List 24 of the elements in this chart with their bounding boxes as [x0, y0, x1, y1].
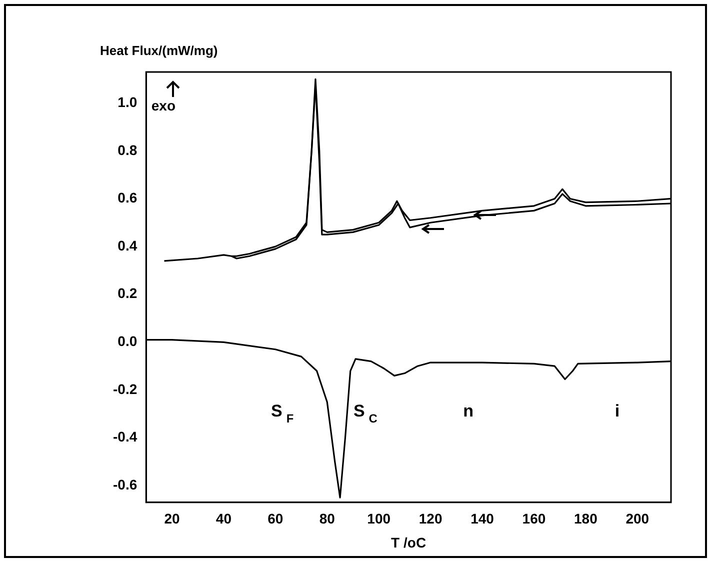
- x-tick-label: 180: [574, 510, 598, 527]
- x-tick-label: 120: [418, 510, 442, 527]
- x-tick-label: 200: [626, 510, 650, 527]
- annotation: i: [614, 401, 620, 420]
- y-axis-title: Heat Flux/(mW/mg): [100, 43, 218, 58]
- x-tick-label: 100: [367, 510, 391, 527]
- x-axis-title: T /oC: [391, 534, 426, 550]
- x-tick-label: 60: [268, 510, 284, 527]
- annotation: n: [463, 401, 474, 420]
- y-tick-label: -0.4: [113, 428, 138, 445]
- y-tick-label: -0.2: [113, 380, 138, 397]
- x-tick-label: 160: [522, 510, 546, 527]
- y-tick-label: 1.0: [118, 94, 138, 110]
- y-tick-label: 0.2: [118, 285, 138, 302]
- y-tick-label: -0.6: [113, 476, 138, 493]
- y-tick-label: 0.4: [118, 237, 138, 254]
- y-tick-label: 0.0: [118, 333, 138, 350]
- annotation: exo: [151, 98, 176, 114]
- x-tick-label: 140: [470, 510, 494, 527]
- x-tick-label: 80: [319, 510, 336, 527]
- x-tick-label: 40: [216, 510, 232, 527]
- y-tick-label: 0.8: [118, 142, 138, 158]
- x-tick-label: 20: [164, 510, 180, 527]
- y-tick-label: 0.6: [118, 190, 138, 206]
